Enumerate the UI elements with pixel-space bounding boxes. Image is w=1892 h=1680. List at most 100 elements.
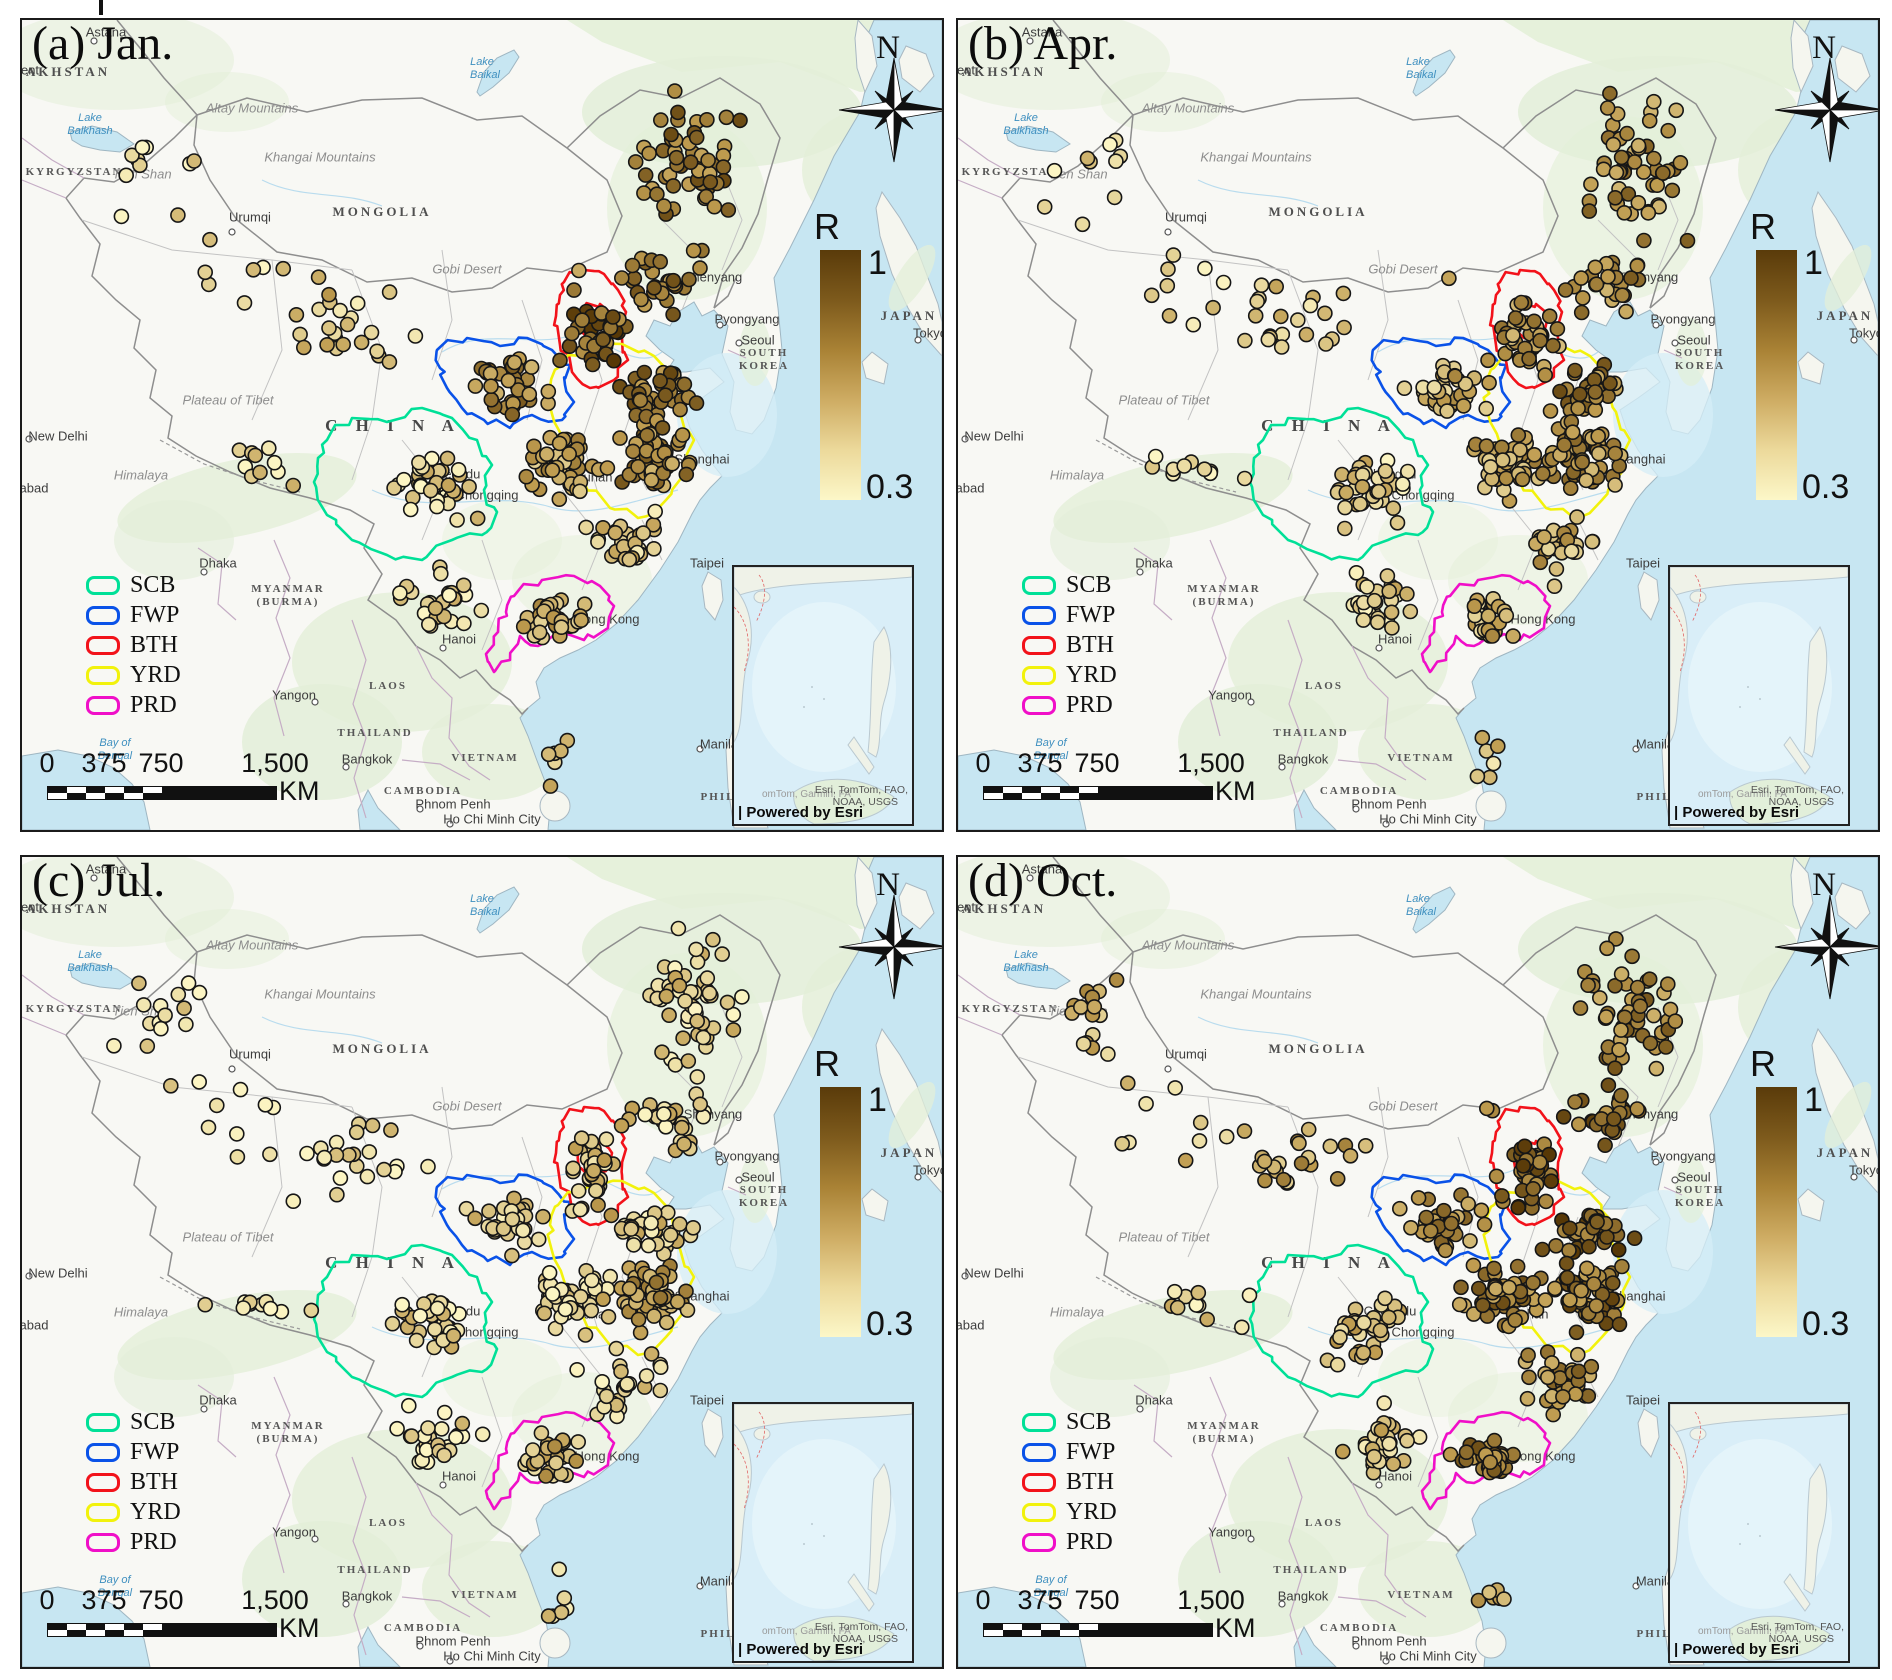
legend-label: SCB [130, 1408, 176, 1435]
island-vegetation [739, 1081, 936, 1223]
scale-bar: 0 375 750 1,500 KM [972, 748, 1302, 808]
legend-item-prd: PRD [1022, 1527, 1117, 1557]
scale-bar: 0 375 750 1,500 KM [36, 748, 366, 808]
scale-segment [105, 1624, 124, 1636]
legend-item-fwp: FWP [86, 1437, 181, 1467]
scale-segment-solid [1098, 787, 1212, 799]
compass-star-icon [1774, 57, 1878, 163]
city-marker [228, 1065, 236, 1073]
inset-basemap [734, 1404, 912, 1661]
legend-item-bth: BTH [86, 1467, 181, 1497]
colorbar: R 1 0.3 [1740, 1043, 1872, 1345]
map-panel-c[interactable]: Astana AKHSTAN ent Lake Balkhash KYRGYZSTAN Ti… [20, 855, 944, 1669]
legend-swatch-icon [86, 695, 120, 715]
city-marker [1671, 1176, 1679, 1184]
scale-ticks: 0 375 750 1,500 [36, 1585, 366, 1615]
foreign-borders [958, 974, 1683, 1656]
colorbar-max: 1 [1804, 1081, 1823, 1119]
inset-map[interactable]: omTom, Garmin, FA Esri, TomTom, FAO, NOA… [732, 1402, 914, 1663]
city-marker [914, 336, 922, 344]
scale-segment [67, 1624, 86, 1636]
map-panel-d[interactable]: Astana AKHSTAN ent Lake Balkhash KYRGYZSTAN Ti… [956, 855, 1880, 1669]
city-marker [1164, 228, 1172, 236]
inset-map[interactable]: omTom, Garmin, FA Esri, TomTom, FAO, NOA… [1668, 1402, 1850, 1663]
legend-item-yrd: YRD [86, 1497, 181, 1527]
legend-item-fwp: FWP [1022, 1437, 1117, 1467]
city-marker [696, 745, 704, 753]
city-marker [1136, 568, 1144, 576]
powered-by-esri: | Powered by Esri [1674, 1641, 1800, 1658]
scale-bar-graphic [47, 786, 277, 800]
compass-rose: N [1770, 867, 1878, 1017]
scale-segment [1022, 1624, 1041, 1636]
scale-segment [143, 1624, 162, 1636]
city-marker [311, 698, 319, 706]
scale-segment [86, 1624, 105, 1636]
legend-label: SCB [130, 571, 176, 598]
attribution-line1: Esri, TomTom, FAO, [814, 1621, 908, 1633]
legend-label: BTH [130, 1468, 178, 1495]
scale-segment [1079, 1624, 1098, 1636]
city-marker [25, 1272, 33, 1280]
scale-tick: 375 [1017, 1585, 1063, 1615]
colorbar-title: R [1750, 206, 1776, 247]
colorbar-title: R [814, 206, 840, 247]
city-marker [696, 1582, 704, 1590]
city-marker [1375, 644, 1383, 652]
attribution-ghost: omTom, Garmin, FA [1698, 789, 1787, 800]
legend-label: SCB [1066, 1408, 1112, 1435]
map-panel-b[interactable]: Astana AKHSTAN ent Lake Balkhash KYRGYZSTAN Ti… [956, 18, 1880, 832]
legend-item-prd: PRD [1022, 690, 1117, 720]
legend-item-yrd: YRD [86, 660, 181, 690]
city-marker [416, 805, 424, 813]
map-panel-a[interactable]: Astana AKHSTAN ent Lake Balkhash KYRGYZSTAN Ti… [20, 18, 944, 832]
city-marker [200, 1405, 208, 1413]
legend-label: BTH [130, 631, 178, 658]
scale-tick: 0 [39, 1585, 55, 1615]
scale-tick: 1,500 [241, 1585, 309, 1615]
attribution-line2: NOAA, USGS [1768, 796, 1834, 808]
north-label: N [1812, 867, 1836, 903]
scale-bar: 0 375 750 1,500 KM [972, 1585, 1302, 1645]
colorbar-gradient [1756, 250, 1797, 500]
scale-bar-graphic [983, 1623, 1213, 1637]
legend-label: YRD [1066, 661, 1117, 688]
scale-segment [984, 787, 1003, 799]
city-marker [1382, 820, 1390, 828]
city-marker [1278, 1600, 1286, 1608]
city-markers [961, 874, 1858, 1665]
legend-label: BTH [1066, 631, 1114, 658]
scale-tick: 1,500 [1177, 748, 1245, 778]
attribution-line1: Esri, TomTom, FAO, [1750, 1621, 1844, 1633]
legend-item-yrd: YRD [1022, 1497, 1117, 1527]
legend-swatch-icon [1022, 575, 1056, 595]
scale-tick: 750 [138, 748, 184, 778]
city-marker [439, 644, 447, 652]
scale-segment-solid [1098, 1624, 1212, 1636]
city-marker [1375, 1481, 1383, 1489]
legend-label: SCB [1066, 571, 1112, 598]
city-marker [961, 435, 969, 443]
city-marker [90, 37, 98, 45]
colorbar-gradient [820, 250, 861, 500]
scale-tick: 750 [138, 1585, 184, 1615]
vegetation-patches [22, 20, 942, 800]
compass-star-icon [838, 894, 942, 1000]
inset-map[interactable]: omTom, Garmin, FA Esri, TomTom, FAO, NOA… [732, 565, 914, 826]
legend-item-scb: SCB [86, 1407, 181, 1437]
scale-unit: KM [279, 1613, 320, 1643]
scale-tick: 750 [1074, 1585, 1120, 1615]
city-marker [735, 339, 743, 347]
colorbar-min: 0.3 [866, 468, 914, 506]
scale-segment [1022, 787, 1041, 799]
city-marker [342, 1600, 350, 1608]
north-label: N [876, 30, 900, 66]
legend-item-fwp: FWP [86, 600, 181, 630]
city-markers [25, 37, 922, 828]
colorbar-max: 1 [868, 1081, 887, 1119]
colorbar-min: 0.3 [1802, 468, 1850, 506]
scale-segment [143, 787, 162, 799]
colorbar-gradient [820, 1087, 861, 1337]
colorbar-min: 0.3 [866, 1305, 914, 1343]
inset-map[interactable]: omTom, Garmin, FA Esri, TomTom, FAO, NOA… [1668, 565, 1850, 826]
